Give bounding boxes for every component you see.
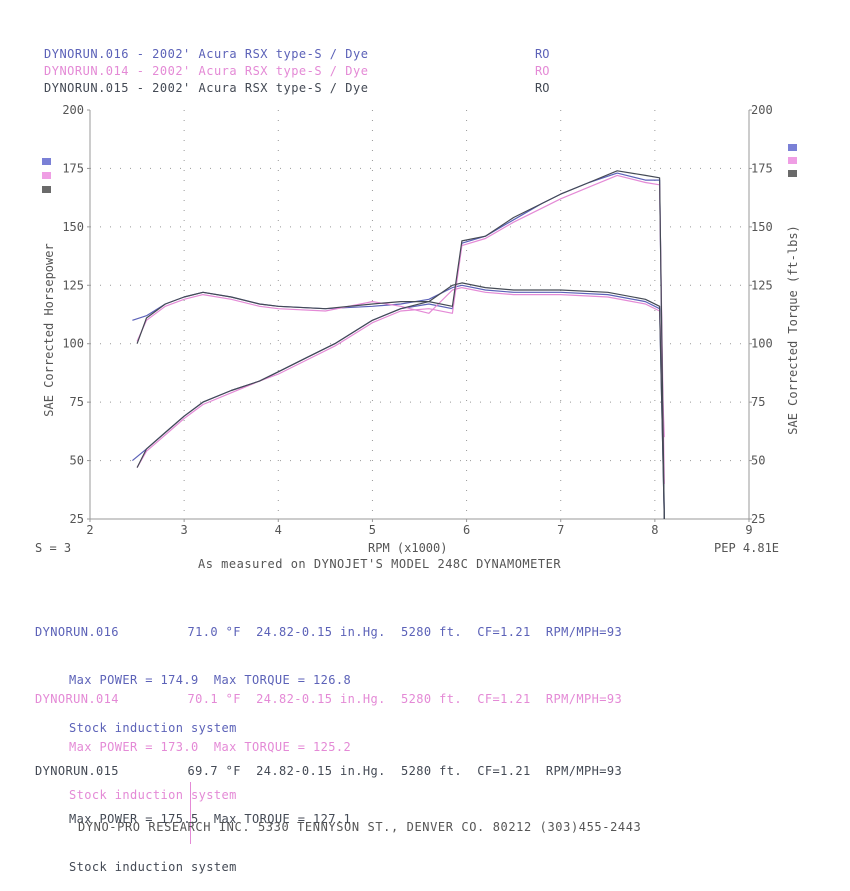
- run-info-014: DYNORUN.014 70.1 °F 24.82-0.15 in.Hg. 52…: [35, 659, 622, 819]
- chart-axes: [89, 110, 750, 520]
- run-alt: 5280 ft.: [401, 692, 462, 706]
- smoothing-label: S = 3: [35, 541, 72, 555]
- run-note: Stock induction system: [69, 721, 237, 735]
- y2-tick-label: 100: [751, 337, 773, 351]
- run-baro: 24.82-0.15 in.Hg.: [256, 692, 386, 706]
- series-swatch-014: [42, 172, 51, 179]
- legend-run-014: DYNORUN.014 - 2002' Acura RSX type-S / D…: [44, 64, 369, 78]
- series-swatch-015-right: [788, 170, 797, 177]
- series-swatch-016: [42, 158, 51, 165]
- legend-run-014-code: RO: [535, 64, 550, 78]
- series-line-dynorun-016-torque: [132, 284, 665, 520]
- run-name: DYNORUN.014: [35, 692, 119, 706]
- legend-run-015: DYNORUN.015 - 2002' Acura RSX type-S / D…: [44, 81, 369, 95]
- y2-tick-label: 200: [751, 103, 773, 117]
- printer-mark: [190, 782, 191, 844]
- run-name: DYNORUN.015: [35, 764, 119, 778]
- run-alt: 5280 ft.: [401, 625, 462, 639]
- y2-tick-label: 50: [751, 454, 765, 468]
- x-tick-label: 4: [275, 523, 282, 537]
- dyno-chart: 2550751001251501752002550751001251501752…: [42, 103, 800, 537]
- series-line-dynorun-015-torque: [136, 282, 665, 520]
- y-axis-label: SAE Corrected Horsepower: [42, 243, 56, 416]
- run-temp: 70.1 °F: [187, 692, 241, 706]
- run-max: Max POWER = 174.9 Max TORQUE = 126.8: [69, 673, 352, 687]
- y2-tick-label: 25: [751, 512, 765, 526]
- chart-subtitle: As measured on DYNOJET'S MODEL 248C DYNA…: [198, 557, 562, 571]
- x-tick-label: 9: [745, 523, 752, 537]
- run-max: Max POWER = 173.0 Max TORQUE = 125.2: [69, 740, 352, 754]
- run-rpm-mph: RPM/MPH=93: [545, 764, 623, 778]
- series-line-dynorun-016-horsepower: [132, 172, 665, 520]
- legend-run-016-code: RO: [535, 47, 550, 61]
- x-tick-label: 2: [86, 523, 93, 537]
- run-baro: 24.82-0.15 in.Hg.: [256, 625, 386, 639]
- run-rpm-mph: RPM/MPH=93: [545, 692, 623, 706]
- run-max: Max POWER = 175.5 Max TORQUE = 127.1: [69, 812, 352, 826]
- legend-run-015-code: RO: [535, 81, 550, 95]
- y2-tick-label: 150: [751, 220, 773, 234]
- x-tick-label: 7: [557, 523, 564, 537]
- run-cf: CF=1.21: [477, 764, 531, 778]
- x-tick-label: 8: [651, 523, 658, 537]
- run-alt: 5280 ft.: [401, 764, 462, 778]
- run-rpm-mph: RPM/MPH=93: [545, 625, 623, 639]
- y-tick-label: 200: [62, 103, 84, 117]
- y-tick-label: 125: [62, 278, 84, 292]
- y2-tick-label: 125: [751, 278, 773, 292]
- chart-grid: [90, 110, 749, 519]
- run-cf: CF=1.21: [477, 692, 531, 706]
- run-temp: 71.0 °F: [187, 625, 241, 639]
- x-tick-label: 3: [181, 523, 188, 537]
- series-swatch-016-right: [788, 144, 797, 151]
- run-cf: CF=1.21: [477, 625, 531, 639]
- run-info-016: DYNORUN.016 71.0 °F 24.82-0.15 in.Hg. 52…: [35, 592, 622, 752]
- x-tick-label: 5: [369, 523, 376, 537]
- run-temp: 69.7 °F: [187, 764, 241, 778]
- run-note: Stock induction system: [69, 860, 237, 874]
- run-note: Stock induction system: [69, 788, 237, 802]
- y-tick-label: 175: [62, 161, 84, 175]
- run-info-015: DYNORUN.015 69.7 °F 24.82-0.15 in.Hg. 52…: [35, 731, 622, 891]
- x-axis-label: RPM (x1000): [368, 541, 448, 555]
- y-tick-label: 150: [62, 220, 84, 234]
- y2-tick-label: 175: [751, 161, 773, 175]
- y2-axis-label: SAE Corrected Torque (ft-lbs): [786, 225, 800, 435]
- y-tick-label: 100: [62, 337, 84, 351]
- series-line-dynorun-014-torque: [136, 287, 665, 438]
- run-name: DYNORUN.016: [35, 625, 119, 639]
- chart-series: [132, 170, 665, 520]
- y2-tick-label: 75: [751, 395, 765, 409]
- series-swatch-015: [42, 186, 51, 193]
- run-baro: 24.82-0.15 in.Hg.: [256, 764, 386, 778]
- pep-label: PEP 4.81E: [714, 541, 780, 555]
- series-swatch-014-right: [788, 157, 797, 164]
- y-tick-label: 50: [70, 454, 84, 468]
- series-line-dynorun-015-horsepower: [136, 170, 665, 520]
- x-tick-label: 6: [463, 523, 470, 537]
- series-line-dynorun-014-horsepower: [136, 174, 665, 484]
- y-tick-label: 25: [70, 512, 84, 526]
- y-tick-label: 75: [70, 395, 84, 409]
- legend-run-016: DYNORUN.016 - 2002' Acura RSX type-S / D…: [44, 47, 369, 61]
- footer-address: DYNO-PRO RESEARCH INC. 5330 TENNYSON ST.…: [78, 820, 642, 834]
- chart-ticks: 2550751001251501752002550751001251501752…: [62, 103, 772, 537]
